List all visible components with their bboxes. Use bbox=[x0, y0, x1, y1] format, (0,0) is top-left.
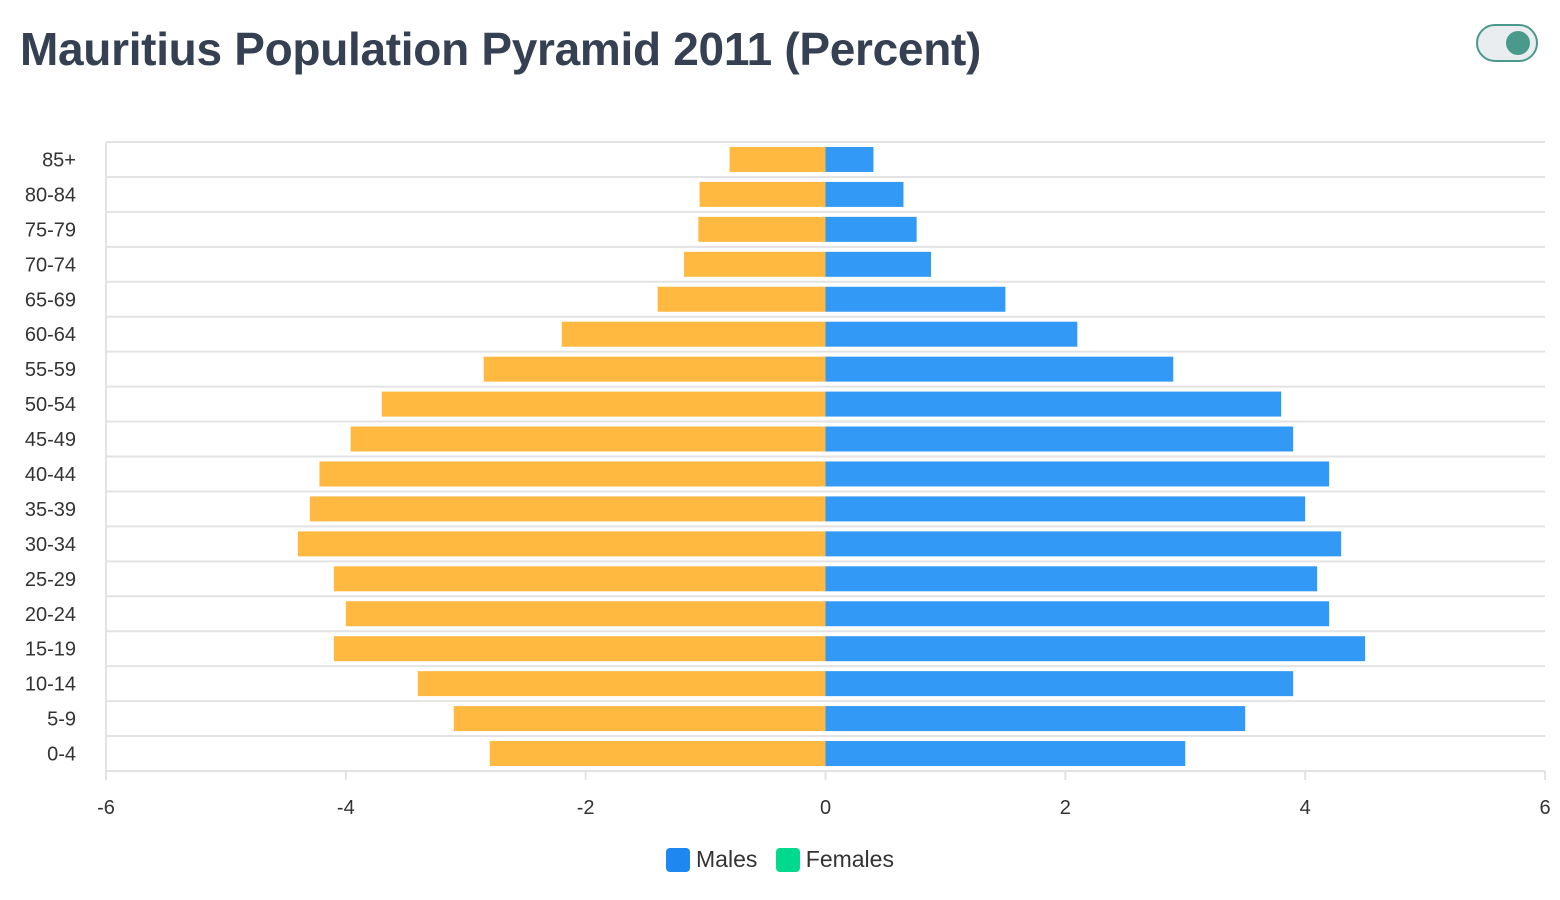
legend: Males Females bbox=[0, 846, 1560, 878]
y-tick-label: 5-9 bbox=[47, 709, 76, 731]
male-bar bbox=[825, 461, 1330, 487]
y-tick-label: 70-74 bbox=[25, 254, 76, 276]
male-bar bbox=[825, 181, 904, 207]
legend-item-females[interactable]: Females bbox=[775, 846, 894, 873]
male-bar bbox=[825, 286, 1006, 312]
y-tick-label: 80-84 bbox=[25, 184, 76, 206]
male-bar bbox=[825, 426, 1294, 452]
pyramid-chart: -6 -4 -2 0 2 4 6 85+ 80-84 75-79 70-74 65-69 60-64 55… bbox=[25, 141, 1551, 819]
female-bar bbox=[417, 671, 826, 697]
x-tick-label: -2 bbox=[577, 797, 595, 819]
male-bar bbox=[825, 251, 932, 277]
female-bar bbox=[683, 251, 826, 277]
male-bar bbox=[825, 741, 1186, 767]
y-tick-label: 50-54 bbox=[25, 394, 76, 416]
chart-title: Mauritius Population Pyramid 2011 (Perce… bbox=[20, 23, 982, 75]
female-bar bbox=[333, 566, 826, 592]
y-tick-label: 85+ bbox=[42, 149, 76, 171]
female-bar bbox=[657, 286, 826, 312]
female-bar bbox=[483, 356, 826, 382]
y-tick-label: 55-59 bbox=[25, 359, 76, 381]
female-bar bbox=[309, 496, 826, 522]
female-bar bbox=[319, 461, 826, 487]
toggle-knob bbox=[1506, 31, 1530, 55]
male-bar bbox=[825, 671, 1294, 697]
female-bar bbox=[489, 741, 826, 767]
theme-toggle[interactable] bbox=[1476, 24, 1538, 62]
male-bar bbox=[825, 356, 1174, 382]
x-tick-label: 0 bbox=[820, 797, 831, 819]
male-bar bbox=[825, 531, 1342, 557]
female-bar bbox=[381, 391, 826, 417]
male-bar bbox=[825, 496, 1306, 522]
x-tick-label: 4 bbox=[1300, 797, 1311, 819]
males-swatch bbox=[666, 847, 691, 872]
females-swatch bbox=[775, 847, 800, 872]
legend-females-label: Females bbox=[805, 846, 894, 872]
y-tick-label: 60-64 bbox=[25, 324, 76, 346]
x-tick-label: 6 bbox=[1539, 797, 1550, 819]
x-tick-label: 2 bbox=[1060, 797, 1071, 819]
male-bar bbox=[825, 216, 917, 242]
legend-item-males[interactable]: Males bbox=[666, 846, 757, 873]
y-tick-label: 30-34 bbox=[25, 534, 76, 556]
female-bar bbox=[333, 636, 826, 662]
female-bar bbox=[345, 601, 826, 627]
male-bar bbox=[825, 636, 1366, 662]
y-tick-label: 15-19 bbox=[25, 639, 76, 661]
male-bar bbox=[825, 566, 1318, 592]
legend-males-label: Males bbox=[696, 846, 758, 872]
female-bar bbox=[453, 706, 826, 732]
y-tick-label: 75-79 bbox=[25, 219, 76, 241]
y-tick-label: 10-14 bbox=[25, 674, 76, 696]
y-tick-label: 35-39 bbox=[25, 499, 76, 521]
male-bar bbox=[825, 601, 1330, 627]
y-tick-label: 20-24 bbox=[25, 604, 76, 626]
y-tick-label: 0-4 bbox=[47, 744, 76, 766]
y-tick-label: 65-69 bbox=[25, 289, 76, 311]
y-tick-label: 40-44 bbox=[25, 464, 76, 486]
x-tick-label: -6 bbox=[97, 797, 115, 819]
y-tick-label: 45-49 bbox=[25, 429, 76, 451]
female-bar bbox=[699, 181, 826, 207]
female-bar bbox=[561, 321, 826, 347]
male-bar bbox=[825, 706, 1246, 732]
x-tick-label: -4 bbox=[337, 797, 355, 819]
female-bar bbox=[729, 146, 826, 172]
female-bar bbox=[297, 531, 826, 557]
male-bar bbox=[825, 321, 1078, 347]
male-bar bbox=[825, 391, 1282, 417]
male-bar bbox=[825, 146, 874, 172]
y-tick-label: 25-29 bbox=[25, 569, 76, 591]
female-bar bbox=[698, 216, 826, 242]
female-bar bbox=[350, 426, 826, 452]
